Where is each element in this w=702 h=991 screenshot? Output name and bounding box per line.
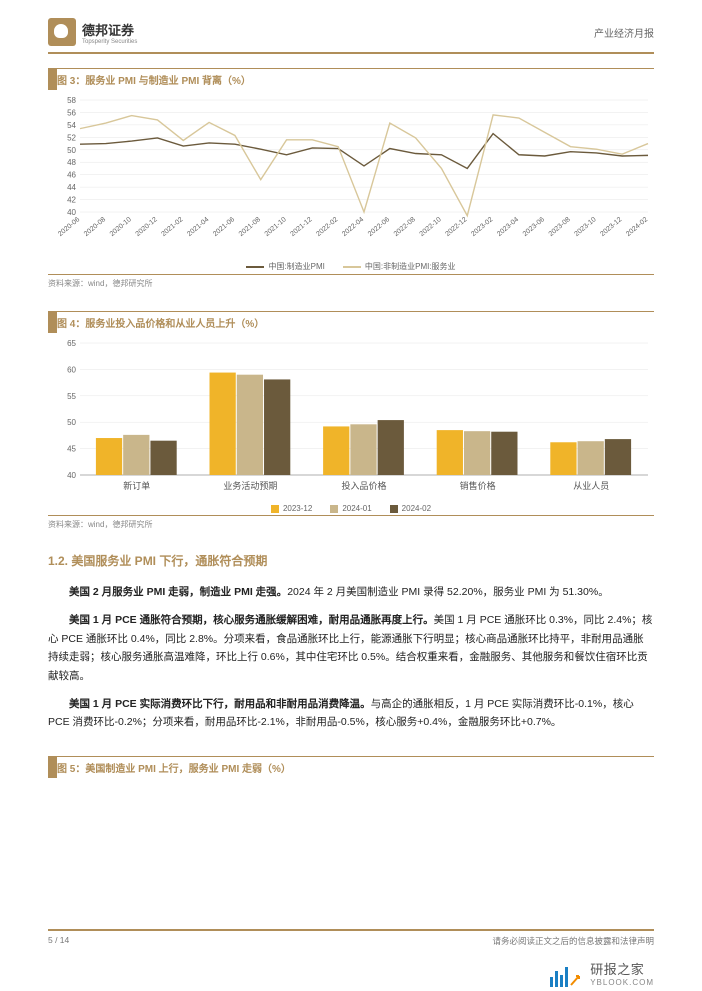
page-header: 德邦证券 Topsperity Securities 产业经济月报 xyxy=(48,18,654,54)
paragraph-2: 美国 1 月 PCE 通胀符合预期，核心服务通胀缓解困难，耐用品通胀再度上行。美… xyxy=(48,611,654,685)
svg-text:50: 50 xyxy=(67,146,76,155)
p1-bold: 美国 2 月服务业 PMI 走弱，制造业 PMI 走强。 xyxy=(69,586,287,598)
section-heading: 1.2. 美国服务业 PMI 下行，通胀符合预期 xyxy=(48,552,654,569)
fig3-title: 图 3：服务业 PMI 与制造业 PMI 背离（%） xyxy=(48,68,654,90)
page-number: 5 / 14 xyxy=(48,935,69,947)
svg-text:2021-04: 2021-04 xyxy=(186,216,210,238)
fig4-legend-item-1: 2023-12 xyxy=(271,504,312,513)
svg-text:52: 52 xyxy=(67,133,76,142)
fig3-chart: 404244464850525456582020-062020-082020-1… xyxy=(48,94,654,272)
logo-block: 德邦证券 Topsperity Securities xyxy=(48,18,137,46)
svg-text:2023-04: 2023-04 xyxy=(496,216,520,238)
svg-text:44: 44 xyxy=(67,183,76,192)
svg-text:54: 54 xyxy=(67,121,76,130)
p2-bold: 美国 1 月 PCE 通胀符合预期，核心服务通胀缓解困难，耐用品通胀再度上行。 xyxy=(69,614,434,626)
fig4-chart: 40 45 50 55 60 65 新订单 业务活动预期 投入品价格 销售价格 从业人员 2023-… xyxy=(48,337,654,513)
company-name-en: Topsperity Securities xyxy=(82,39,137,45)
svg-text:40: 40 xyxy=(67,471,76,480)
watermark-bars-icon xyxy=(550,967,584,987)
paragraph-1: 美国 2 月服务业 PMI 走弱，制造业 PMI 走强。2024 年 2 月美国… xyxy=(48,583,654,601)
svg-text:2023-06: 2023-06 xyxy=(522,216,546,238)
fig3-legend: 中国:制造业PMI 中国:非制造业PMI:服务业 xyxy=(48,261,654,272)
footer-disclaimer: 请务必阅读正文之后的信息披露和法律声明 xyxy=(492,935,654,947)
fig3-legend-label-2: 中国:非制造业PMI:服务业 xyxy=(365,261,456,272)
svg-text:2022-02: 2022-02 xyxy=(315,216,339,238)
svg-text:58: 58 xyxy=(67,96,76,105)
svg-text:投入品价格: 投入品价格 xyxy=(341,480,386,491)
svg-text:65: 65 xyxy=(67,339,76,348)
watermark-arrow-icon xyxy=(570,973,584,987)
svg-text:2020-06: 2020-06 xyxy=(57,216,81,238)
svg-text:2020-08: 2020-08 xyxy=(83,216,107,238)
svg-text:2022-06: 2022-06 xyxy=(367,216,391,238)
svg-text:2023-08: 2023-08 xyxy=(548,216,572,238)
svg-text:45: 45 xyxy=(67,445,76,454)
p1-rest: 2024 年 2 月美国制造业 PMI 录得 52.20%，服务业 PMI 为 … xyxy=(287,586,609,598)
fig4-legend-item-2: 2024-01 xyxy=(330,504,371,513)
svg-text:销售价格: 销售价格 xyxy=(460,480,496,491)
svg-text:2020-10: 2020-10 xyxy=(109,216,133,238)
p3-bold: 美国 1 月 PCE 实际消费环比下行，耐用品和非耐用品消费降温。 xyxy=(69,698,371,710)
footer: 5 / 14 请务必阅读正文之后的信息披露和法律声明 xyxy=(48,935,654,947)
fig4-legend-label-2: 2024-01 xyxy=(342,504,371,513)
svg-text:42: 42 xyxy=(67,196,76,205)
svg-text:2022-04: 2022-04 xyxy=(341,216,365,238)
watermark: 研报之家 YBLOOK.COM xyxy=(550,959,654,987)
svg-text:48: 48 xyxy=(67,158,76,167)
svg-text:2021-06: 2021-06 xyxy=(212,216,236,238)
svg-text:2021-10: 2021-10 xyxy=(264,216,288,238)
svg-text:2024-02: 2024-02 xyxy=(625,216,649,238)
fig3-legend-item-1: 中国:制造业PMI xyxy=(246,261,324,272)
company-logo-icon xyxy=(48,18,76,46)
fig4-legend: 2023-12 2024-01 2024-02 xyxy=(48,504,654,513)
svg-text:从业人员: 从业人员 xyxy=(573,481,609,491)
svg-text:40: 40 xyxy=(67,208,76,217)
fig3-source: 资料来源：wind，德邦研究所 xyxy=(48,274,654,289)
watermark-name: 研报之家 xyxy=(590,959,654,978)
fig3-legend-item-2: 中国:非制造业PMI:服务业 xyxy=(343,261,456,272)
svg-text:2023-02: 2023-02 xyxy=(470,216,494,238)
svg-text:2022-08: 2022-08 xyxy=(393,216,417,238)
svg-text:2021-02: 2021-02 xyxy=(160,216,184,238)
svg-text:业务活动预期: 业务活动预期 xyxy=(223,480,277,491)
doc-type-label: 产业经济月报 xyxy=(594,25,654,40)
fig4-title: 图 4：服务业投入品价格和从业人员上升（%） xyxy=(48,311,654,333)
fig4-legend-item-3: 2024-02 xyxy=(390,504,431,513)
svg-text:2022-10: 2022-10 xyxy=(419,216,443,238)
svg-text:新订单: 新订单 xyxy=(123,480,150,491)
fig3-legend-label-1: 中国:制造业PMI xyxy=(268,261,324,272)
fig4-source: 资料来源：wind，德邦研究所 xyxy=(48,515,654,530)
svg-text:2021-08: 2021-08 xyxy=(238,216,262,238)
svg-text:50: 50 xyxy=(67,418,76,427)
fig5-title: 图 5：美国制造业 PMI 上行，服务业 PMI 走弱（%） xyxy=(48,756,654,778)
svg-text:2021-12: 2021-12 xyxy=(289,216,313,238)
svg-text:46: 46 xyxy=(67,171,76,180)
svg-text:56: 56 xyxy=(67,108,76,117)
paragraph-3: 美国 1 月 PCE 实际消费环比下行，耐用品和非耐用品消费降温。与高企的通胀相… xyxy=(48,695,654,732)
company-name: 德邦证券 xyxy=(82,20,137,39)
fig4-legend-label-1: 2023-12 xyxy=(283,504,312,513)
footer-rule xyxy=(48,929,654,931)
svg-text:2023-10: 2023-10 xyxy=(573,216,597,238)
svg-text:2023-12: 2023-12 xyxy=(599,216,623,238)
svg-text:55: 55 xyxy=(67,392,76,401)
svg-text:2020-12: 2020-12 xyxy=(135,216,159,238)
fig4-legend-label-3: 2024-02 xyxy=(402,504,431,513)
svg-text:2022-12: 2022-12 xyxy=(444,216,468,238)
svg-text:60: 60 xyxy=(67,365,76,374)
watermark-url: YBLOOK.COM xyxy=(590,978,654,987)
